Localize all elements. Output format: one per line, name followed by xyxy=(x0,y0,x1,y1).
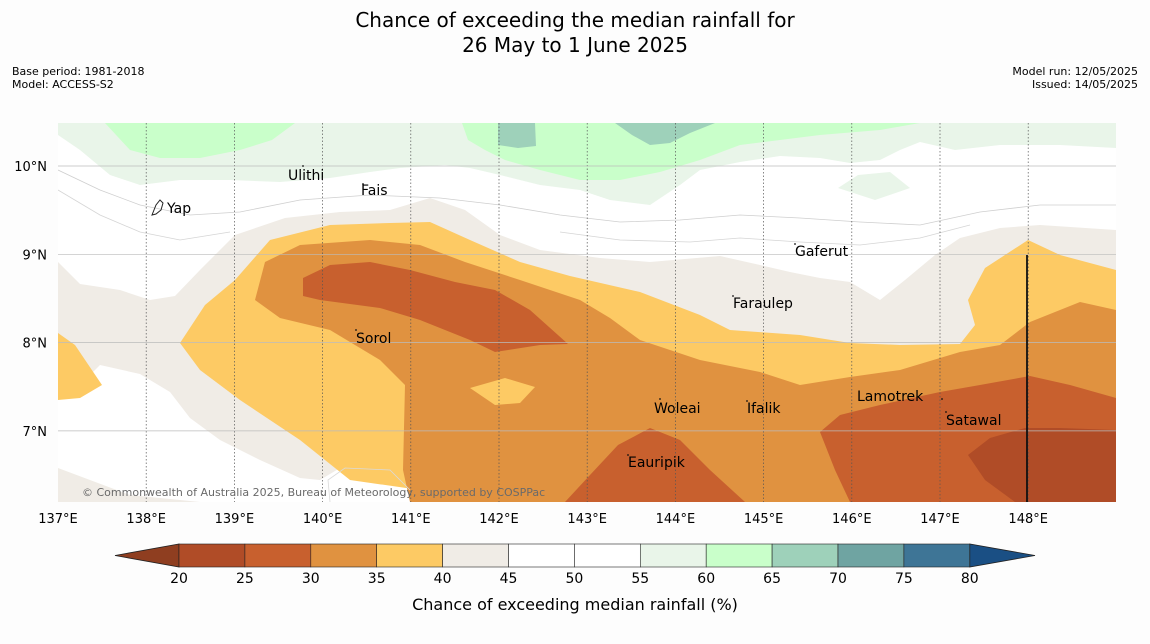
place-label-ulithi: Ulithi xyxy=(288,168,324,184)
issued-date: Issued: 14/05/2025 xyxy=(1031,78,1138,91)
island-marker xyxy=(627,454,629,456)
lon-tick-label: 137°E xyxy=(38,512,78,527)
island-marker xyxy=(794,243,796,245)
colorbar-tick-label: 55 xyxy=(631,571,649,587)
colorbar-title: Chance of exceeding median rainfall (%) xyxy=(412,595,738,614)
lon-tick-label: 148°E xyxy=(1008,512,1048,527)
latitude-ticks: 10°N 9°N 8°N 7°N xyxy=(14,160,47,440)
model-name: Model: ACCESS-S2 xyxy=(12,78,114,91)
place-label-fais: Fais xyxy=(361,183,388,199)
colorbar-segment xyxy=(244,543,312,568)
place-label-yap: Yap xyxy=(166,201,191,217)
gridlines xyxy=(58,123,1116,502)
lat-tick-label: 8°N xyxy=(23,337,48,352)
colorbar-tick-label: 45 xyxy=(500,571,518,587)
place-label-gaferut: Gaferut xyxy=(795,244,849,260)
base-period: Base period: 1981-2018 xyxy=(12,65,145,78)
place-label-ifalik: Ifalik xyxy=(747,401,781,417)
colorbar-tick-label: 25 xyxy=(236,571,254,587)
colorbar-segment xyxy=(178,543,246,568)
title-line-2: 26 May to 1 June 2025 xyxy=(462,33,688,57)
colorbar-tick-label: 20 xyxy=(170,571,188,587)
lon-tick-label: 138°E xyxy=(126,512,166,527)
lat-tick-label: 10°N xyxy=(14,160,47,175)
lon-tick-label: 139°E xyxy=(215,512,255,527)
colorbar-over-arrow xyxy=(969,543,1036,568)
lon-tick-label: 142°E xyxy=(479,512,519,527)
colorbar-segment xyxy=(705,543,773,568)
island-marker xyxy=(732,295,734,297)
colorbar-tick-label: 65 xyxy=(763,571,781,587)
contour-65-70-b xyxy=(615,123,715,145)
lon-tick-label: 145°E xyxy=(744,512,784,527)
colorbar-tick-label: 60 xyxy=(697,571,715,587)
colorbar-tick-label: 30 xyxy=(302,571,320,587)
contour-35-40-w xyxy=(58,333,102,400)
colorbar-segment xyxy=(376,543,443,568)
meta-left: Base period: 1981-2018 Model: ACCESS-S2 xyxy=(12,65,144,91)
colorbar-segment xyxy=(837,543,905,568)
colorbar-segment xyxy=(310,543,377,568)
place-labels: Ulithi Fais Yap Gaferut Faraulep Sorol Lamotre… xyxy=(166,165,1001,471)
lon-tick-label: 147°E xyxy=(920,512,960,527)
contour-line-45b xyxy=(559,224,971,246)
colorbar-segment xyxy=(442,543,509,568)
lon-tick-label: 140°E xyxy=(303,512,343,527)
contour-55-60-patch xyxy=(838,172,910,200)
chart-title: Chance of exceeding the median rainfall … xyxy=(0,8,1150,58)
lon-tick-label: 141°E xyxy=(391,512,431,527)
island-marker xyxy=(355,329,357,331)
meta-right: Model run: 12/05/2025 Issued: 14/05/2025 xyxy=(1012,65,1138,91)
colorbar-tick-label: 70 xyxy=(829,571,847,587)
copyright-credit: © Commonwealth of Australia 2025, Bureau… xyxy=(82,486,545,499)
contour-60-65-west xyxy=(105,123,295,158)
colorbar-tick-label: 40 xyxy=(434,571,452,587)
place-label-sorol: Sorol xyxy=(356,331,391,347)
colorbar-tick-label: 35 xyxy=(368,571,386,587)
island-marker xyxy=(746,400,748,402)
place-label-lamotrek: Lamotrek xyxy=(857,389,924,405)
colorbar: 20 25 30 35 40 45 50 55 60 65 70 75 80 xyxy=(114,543,1036,587)
longitude-ticks: 137°E 138°E 139°E 140°E 141°E 142°E 143°E 144°E… xyxy=(38,512,1048,527)
island-marker xyxy=(945,411,947,413)
place-label-eauripik: Eauripik xyxy=(628,455,686,471)
contour-25-30-south xyxy=(565,428,745,502)
colorbar-tick-label: 50 xyxy=(565,571,583,587)
lon-tick-label: 143°E xyxy=(567,512,607,527)
lat-tick-label: 9°N xyxy=(23,248,48,263)
title-line-1: Chance of exceeding the median rainfall … xyxy=(355,8,795,32)
contour-line-50 xyxy=(58,169,1116,226)
colorbar-tick-label: 80 xyxy=(961,571,979,587)
colorbar-under-arrow xyxy=(114,543,180,568)
contour-20-25 xyxy=(968,428,1116,502)
model-run: Model run: 12/05/2025 xyxy=(1012,65,1138,78)
island-marker xyxy=(302,165,304,167)
island-marker xyxy=(659,398,661,400)
contour-line-45 xyxy=(58,189,231,241)
contour-line-sw xyxy=(327,467,411,502)
colorbar-segment xyxy=(508,543,575,568)
place-label-woleai: Woleai xyxy=(654,401,701,417)
colorbar-segment xyxy=(903,543,971,568)
contour-65-70-a xyxy=(498,123,536,148)
colorbar-segment xyxy=(639,543,707,568)
lat-tick-label: 7°N xyxy=(23,425,48,440)
lon-tick-label: 144°E xyxy=(656,512,696,527)
island-marker xyxy=(362,183,364,185)
colorbar-tick-label: 75 xyxy=(895,571,913,587)
colorbar-segment xyxy=(574,543,641,568)
place-label-satawal: Satawal xyxy=(946,413,1001,429)
contour-40-45-sw xyxy=(58,468,200,502)
contour-35-40-island xyxy=(470,378,535,405)
map-plot-area: Ulithi Fais Yap Gaferut Faraulep Sorol Lamotre… xyxy=(58,123,1116,502)
contour-25-30-north xyxy=(303,262,568,352)
lon-tick-label: 146°E xyxy=(832,512,872,527)
island-marker xyxy=(941,398,943,400)
yap-island-shape xyxy=(151,199,164,216)
colorbar-segment xyxy=(771,543,839,568)
place-label-faraulep: Faraulep xyxy=(733,296,793,312)
